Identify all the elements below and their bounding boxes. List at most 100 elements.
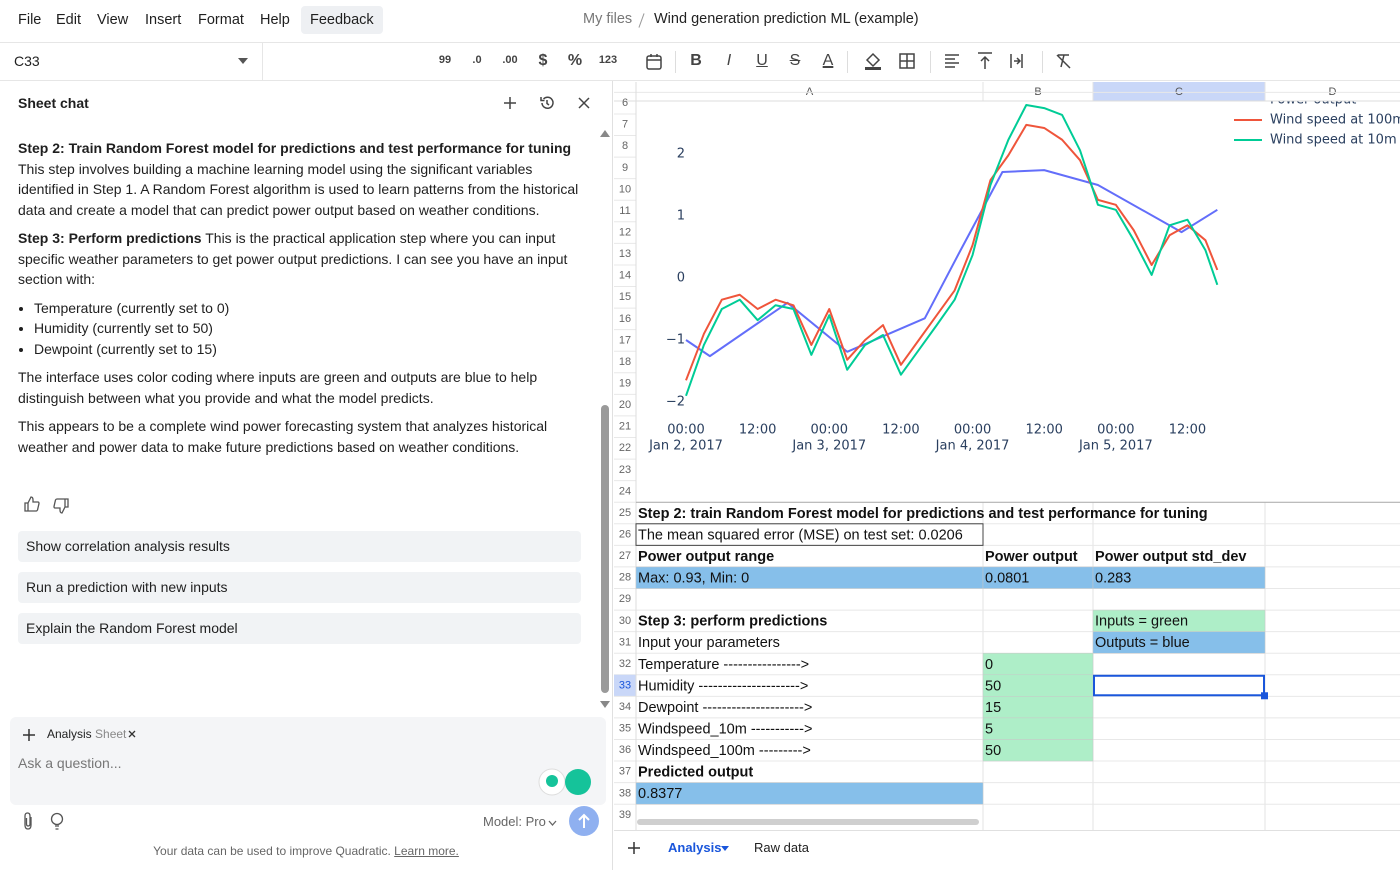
breadcrumb-separator	[638, 13, 644, 27]
model-select[interactable]: Model: Pro	[483, 814, 546, 829]
x-tick-label: 00:00	[954, 423, 991, 438]
format-button[interactable]: 99	[433, 54, 457, 66]
chip-name: Analysis	[47, 727, 92, 741]
row-number: 25	[619, 507, 631, 519]
style-button[interactable]: I	[719, 52, 739, 70]
chat-bullets: Temperature (currently set to 0)Humidity…	[18, 298, 588, 360]
row-number: 28	[619, 572, 631, 584]
chat-heading: Step 2: Train Random Forest model for pr…	[18, 140, 571, 156]
menu-item[interactable]: Feedback	[301, 6, 383, 34]
cell-text: Step 3: perform predictions	[638, 614, 827, 630]
x-tick-label: 00:00	[1097, 423, 1134, 438]
x-tick-label: 00:00	[667, 423, 704, 438]
style-button[interactable]: U	[752, 52, 772, 70]
x-date-label: Jan 5, 2017	[1078, 439, 1153, 454]
suggestion[interactable]: Show correlation analysis results	[18, 531, 581, 562]
chip-remove	[129, 731, 135, 737]
scroll-down	[600, 701, 610, 708]
row-number: 17	[619, 334, 631, 346]
cell-text: 0.283	[1095, 571, 1131, 587]
row-number: 30	[619, 615, 631, 627]
idea-icon	[55, 826, 59, 829]
align-icon	[945, 55, 959, 67]
format-button[interactable]: 123	[596, 54, 620, 66]
cell-text: 50	[985, 678, 1001, 694]
row-number: 21	[619, 421, 631, 433]
valign-icon	[977, 52, 993, 70]
cell-text: Humidity --------------------->	[638, 678, 808, 694]
format-button[interactable]: %	[563, 52, 587, 70]
valign-icon	[978, 53, 992, 69]
row-number: 18	[619, 356, 631, 368]
selection-handle	[1261, 692, 1268, 699]
sheet-tab[interactable]: Raw data	[754, 840, 809, 855]
chat-paragraph: Step 3: Perform predictions This is the …	[18, 228, 588, 290]
style-button[interactable]: A	[818, 52, 838, 70]
model-caret	[548, 820, 557, 826]
cell-text: 5	[985, 722, 993, 738]
row-number: 16	[619, 313, 631, 325]
format-button[interactable]: .00	[498, 54, 522, 66]
menu-item[interactable]: View	[97, 6, 128, 34]
chat-heading: Step 3: Perform predictions	[18, 230, 202, 246]
column-header-bg	[614, 82, 1400, 101]
fill-icon	[864, 52, 882, 70]
cell-text: Windspeed_100m --------->	[638, 743, 811, 759]
chat-text: This step involves building a machine le…	[18, 161, 578, 218]
sheet-tabs: Analysis Raw data	[614, 830, 1400, 871]
style-button[interactable]: S	[785, 52, 805, 70]
y-tick-label: −2	[666, 395, 685, 410]
cell-text: 0	[985, 657, 993, 673]
x-tick-label: 00:00	[811, 423, 848, 438]
format-button[interactable]: $	[531, 52, 555, 70]
scrollbar-thumb	[601, 405, 609, 693]
footer-link[interactable]: Learn more.	[394, 844, 459, 858]
menu-item[interactable]: Format	[198, 6, 244, 34]
idea-icon	[50, 812, 64, 830]
cell-text: Dewpoint --------------------->	[638, 700, 812, 716]
row-number: 26	[619, 528, 631, 540]
add-sheet	[628, 842, 640, 854]
selection	[1094, 676, 1264, 696]
cell-fill	[636, 783, 983, 805]
menu-item[interactable]: Insert	[145, 6, 181, 34]
x-tick-label: 12:00	[739, 423, 776, 438]
row-number: 10	[619, 183, 631, 195]
wrap-icon	[1011, 54, 1022, 68]
assistant-badges	[546, 775, 558, 787]
style-button[interactable]: B	[686, 52, 706, 70]
cell-text: Windspeed_10m ----------->	[638, 722, 812, 738]
row-number: 35	[619, 723, 631, 735]
add-sheet	[628, 842, 640, 854]
menu-item[interactable]: Help	[260, 6, 290, 34]
sheet-tab-active[interactable]: Analysis	[668, 840, 721, 855]
menu-item[interactable]: Edit	[56, 6, 81, 34]
new-chat-icon	[504, 97, 516, 109]
breadcrumb-root[interactable]: My files	[583, 11, 632, 27]
cell-text: 15	[985, 700, 1001, 716]
suggestion[interactable]: Run a prediction with new inputs	[18, 572, 581, 603]
toolbar-separator	[675, 51, 676, 73]
input-placeholder: Ask a question...	[18, 755, 122, 771]
cell-text: Inputs = green	[1095, 614, 1188, 630]
scroll-down	[600, 701, 610, 708]
cell-text: Step 2: train Random Forest model for pr…	[638, 506, 1208, 522]
x-tick-label: 12:00	[1169, 423, 1206, 438]
suggestion[interactable]: Explain the Random Forest model	[18, 613, 581, 644]
legend-label: Wind speed at 10m	[1270, 133, 1397, 148]
scroll-up	[600, 130, 610, 137]
chat-messages: Step 2: Train Random Forest model for pr…	[18, 138, 588, 465]
chip-remove	[128, 730, 136, 738]
format-button[interactable]: .0	[465, 54, 489, 66]
row-number: 12	[619, 226, 631, 238]
y-tick-label: 0	[677, 271, 685, 286]
chat-footer: Your data can be used to improve Quadrat…	[0, 844, 612, 858]
menu-item[interactable]: File	[18, 6, 41, 34]
cell-ref[interactable]: C33	[14, 53, 40, 69]
row-number: 32	[619, 658, 631, 670]
add-context	[23, 729, 35, 741]
chat-paragraph: This appears to be a complete wind power…	[18, 416, 588, 457]
chat-paragraph: The interface uses color coding where in…	[18, 367, 588, 408]
